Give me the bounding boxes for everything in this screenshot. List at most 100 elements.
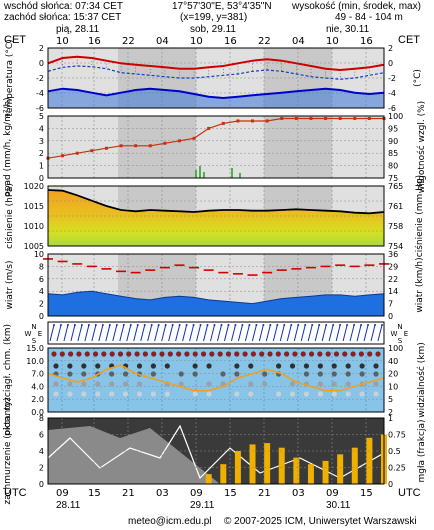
humidity-point bbox=[104, 146, 108, 150]
y-tick-label: 4.0 bbox=[31, 382, 44, 391]
wind-arrow-head bbox=[115, 324, 118, 326]
wind-arrow bbox=[77, 324, 83, 342]
cloud-layer-dot bbox=[206, 363, 212, 369]
wind-arrow bbox=[279, 324, 285, 342]
hour-bottom-label: 15 bbox=[360, 488, 373, 499]
day-label-1: pią, 28.11 bbox=[56, 24, 100, 35]
cloud-dot bbox=[101, 351, 107, 357]
cloud-layer-dot bbox=[109, 381, 115, 387]
cloud-dot bbox=[242, 351, 248, 357]
fog-bar bbox=[307, 464, 314, 484]
cloud-dot bbox=[308, 351, 315, 357]
cloud-layer-dot bbox=[289, 363, 296, 369]
wind-ylabel-right: wiatr (km/h) bbox=[415, 257, 425, 312]
wind-arrow bbox=[119, 324, 125, 342]
wind-arrow bbox=[182, 324, 188, 342]
cloud-layer-dot bbox=[136, 391, 143, 397]
cloud-layer-dot bbox=[303, 363, 310, 369]
wind-arrow-head bbox=[353, 324, 356, 326]
cloud-layer-dot bbox=[345, 371, 351, 377]
compass-e: E bbox=[38, 330, 42, 338]
cloud-layer-dot bbox=[95, 363, 101, 369]
panel-border bbox=[47, 47, 385, 109]
cloud-dot bbox=[333, 351, 340, 357]
cloud-layer-dot bbox=[67, 391, 73, 397]
cloud-layer-dot bbox=[53, 381, 59, 387]
humidity-point bbox=[236, 119, 240, 123]
y-tick-label: 75 bbox=[388, 174, 398, 183]
cloud-layer-dot bbox=[150, 363, 156, 369]
wind-arrow-head bbox=[304, 324, 307, 326]
hour-top-label: 04 bbox=[292, 36, 305, 47]
panel-border bbox=[47, 417, 385, 485]
cloud-layer-dot bbox=[373, 371, 379, 377]
humidity-point bbox=[177, 139, 181, 143]
dew-line bbox=[47, 87, 385, 100]
temp-ylabel-right: (°C) bbox=[413, 69, 423, 87]
wind-arrow bbox=[237, 324, 243, 342]
y-tick-label: 8 bbox=[39, 414, 44, 423]
altitude-label: wysokość (min, środek, max) bbox=[292, 1, 421, 12]
wind-ylabel: wiatr (m/s) bbox=[5, 261, 15, 310]
panel-border bbox=[47, 185, 385, 247]
wind-arrow-head bbox=[297, 324, 300, 326]
y-tick-label: 2 bbox=[388, 44, 393, 53]
y-tick-label: 765 bbox=[388, 182, 403, 191]
y-tick-label: 0.75 bbox=[388, 431, 406, 440]
cloud-layer-dot bbox=[136, 363, 143, 369]
fog-bar bbox=[278, 447, 285, 484]
wind-arrow bbox=[189, 324, 195, 342]
humidity-point bbox=[309, 116, 313, 120]
sunrise-text: wschód słońca: 07:34 CET bbox=[4, 1, 123, 12]
wind-arrow bbox=[251, 324, 257, 342]
wind-arrow bbox=[244, 324, 250, 342]
wind-arrow bbox=[314, 324, 320, 342]
panel-border bbox=[47, 347, 385, 413]
y-tick-label: 4 bbox=[39, 447, 44, 456]
cloud-layer-dot bbox=[53, 363, 59, 369]
wind-arrow-head bbox=[80, 324, 83, 326]
cloud-dot bbox=[250, 351, 256, 357]
fog-bar bbox=[337, 454, 344, 484]
y-tick-label: 90 bbox=[388, 137, 398, 146]
cloud-layer-dot bbox=[345, 391, 351, 397]
wind-arrow bbox=[133, 324, 139, 342]
y-tick-label: -4 bbox=[388, 89, 396, 98]
wind-arrow-head bbox=[213, 324, 216, 326]
cloud-layer-dot bbox=[81, 391, 87, 397]
email-link[interactable]: meteo@icm.edu.pl bbox=[128, 516, 212, 527]
cloud-dot bbox=[68, 351, 74, 357]
wind-arrow-head bbox=[59, 324, 62, 326]
cloud-layer-dot bbox=[95, 381, 101, 387]
y-tick-label: 0 bbox=[39, 312, 44, 321]
cloud-layer-dot bbox=[317, 381, 323, 387]
day-label-3: nie, 30.11 bbox=[326, 24, 370, 35]
hour-bottom-label: 03 bbox=[156, 488, 169, 499]
cloud-dot bbox=[134, 351, 140, 357]
hour-bottom-label: 03 bbox=[292, 488, 305, 499]
y-tick-label: 40 bbox=[388, 357, 398, 366]
y-tick-label: 100 bbox=[388, 112, 403, 121]
cloud-layer-dot bbox=[122, 391, 129, 397]
cloud-layer-dot bbox=[67, 363, 73, 369]
wind-arrow bbox=[265, 324, 271, 342]
y-tick-label: 80 bbox=[388, 162, 398, 171]
pressure-ylabel-right: ciśnienie (mm Hg) bbox=[414, 175, 425, 257]
humidity-point bbox=[324, 116, 328, 120]
y-tick-label: 2.0 bbox=[31, 395, 44, 404]
wind-arrow-head bbox=[53, 324, 55, 326]
panel-precip bbox=[48, 116, 384, 178]
wind-arrow bbox=[293, 324, 299, 342]
humidity-point bbox=[207, 126, 211, 130]
cloud-layer-dot bbox=[150, 391, 156, 397]
y-tick-label: 8 bbox=[39, 262, 44, 271]
fog-bar bbox=[293, 457, 300, 484]
cloud-dot bbox=[325, 351, 331, 357]
cloud-layer-dot bbox=[345, 381, 351, 387]
y-tick-label: 20 bbox=[388, 370, 398, 379]
wind-arrow bbox=[286, 324, 292, 342]
wind-arrow bbox=[370, 324, 376, 342]
wind-arrow-head bbox=[360, 324, 363, 326]
hour-bottom-label: 09 bbox=[56, 488, 69, 499]
pressure-ylabel: ciśnienie (hPa) bbox=[4, 183, 15, 249]
